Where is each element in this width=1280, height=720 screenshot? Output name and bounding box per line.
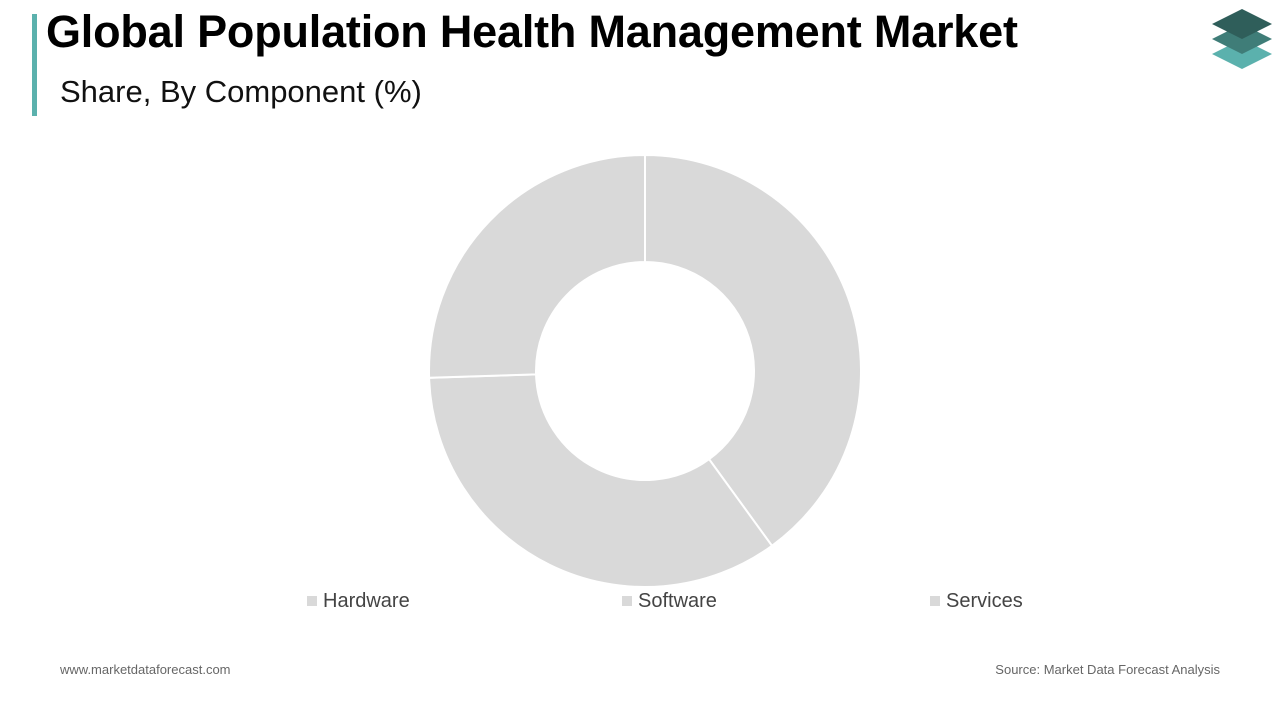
donut-slice-software[interactable]	[428, 373, 774, 588]
chart-title: Global Population Health Management Mark…	[46, 6, 1018, 57]
legend-item-software: Software	[622, 589, 717, 613]
legend-label-services: Services	[946, 589, 1023, 612]
donut-slice-services[interactable]	[428, 153, 646, 379]
legend-item-hardware: Hardware	[307, 589, 410, 613]
logo-layer-top	[1212, 9, 1272, 39]
legend-swatch-hardware	[307, 596, 317, 606]
footer-website[interactable]: www.marketdataforecast.com	[60, 662, 231, 677]
legend-swatch-services	[930, 596, 940, 606]
legend-label-software: Software	[638, 589, 717, 612]
chart-subtitle: Share, By Component (%)	[60, 74, 422, 109]
donut-slice-hardware[interactable]	[644, 153, 862, 548]
legend-swatch-software	[622, 596, 632, 606]
donut-slices	[428, 153, 862, 588]
stacked-layers-icon	[1212, 9, 1272, 69]
legend-label-hardware: Hardware	[323, 589, 410, 612]
title-accent-bar	[32, 14, 37, 116]
legend-item-services: Services	[930, 589, 1023, 613]
footer-source: Source: Market Data Forecast Analysis	[995, 662, 1220, 677]
